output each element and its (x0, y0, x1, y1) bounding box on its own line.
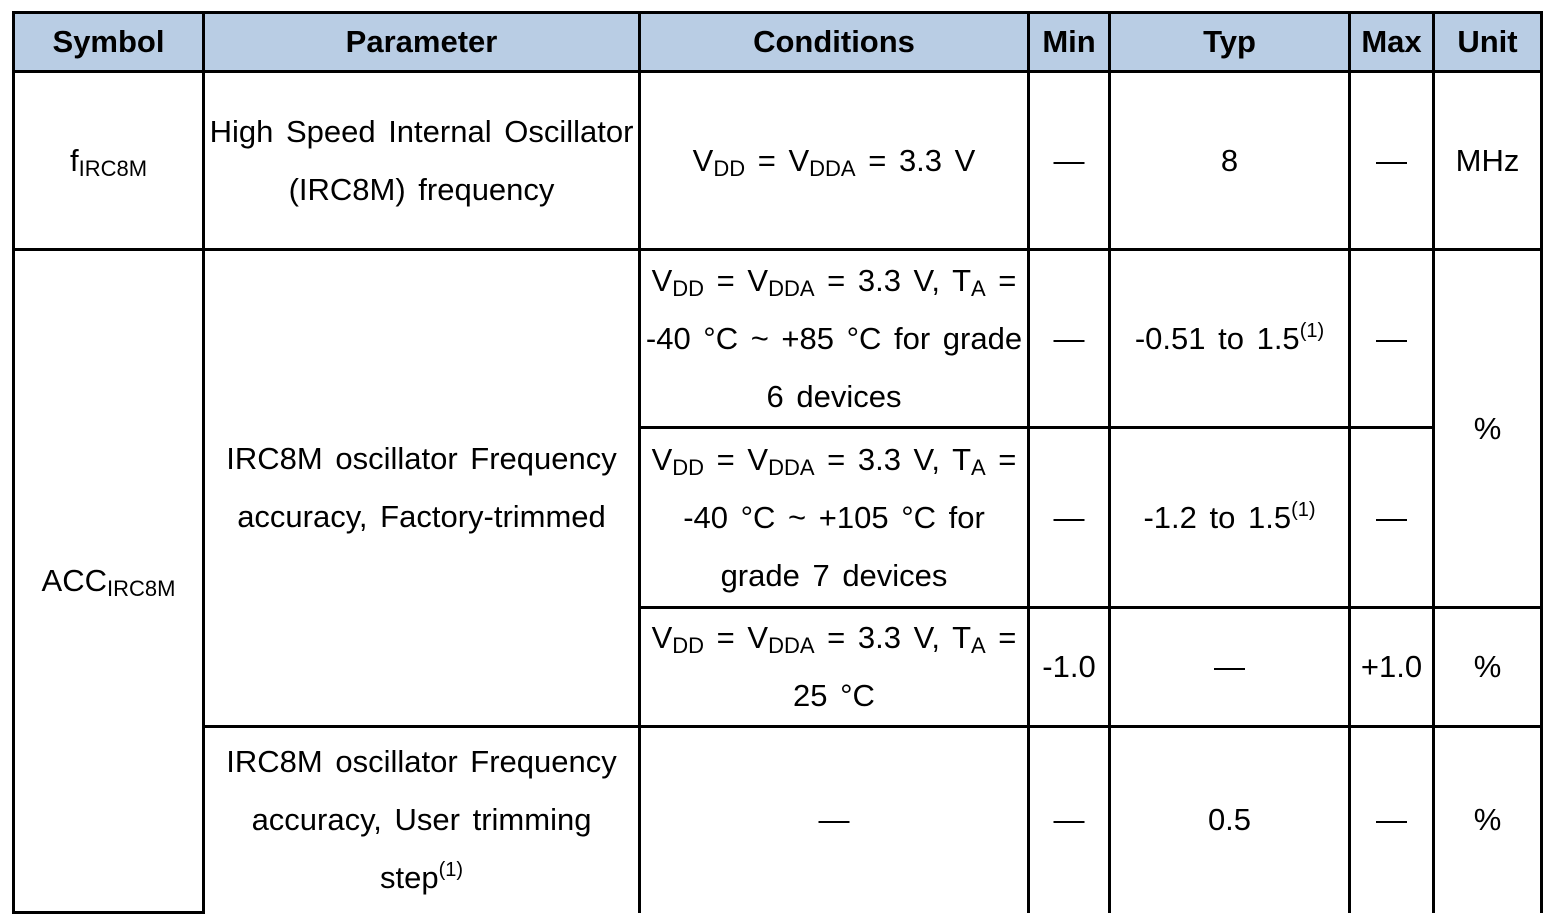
header-row: Symbol Parameter Conditions Min Typ Max … (12, 11, 1543, 73)
cond-eq: = V (704, 441, 769, 477)
cond-sub-dda: DDA (809, 155, 856, 181)
symbol-subscript: IRC8M (78, 155, 148, 181)
cond-sub-dda: DDA (768, 633, 815, 658)
cond-rest: = 3.3 V (855, 142, 976, 178)
cond-vrest: = 3.3 V, (814, 441, 940, 477)
footnote-ref: (1) (438, 859, 464, 882)
conditions-cell: VDD = VDDA = 3.3 V, TA = -40 °C ~ +105 °… (638, 426, 1030, 609)
parameter-cell: IRC8M oscillator Frequency accuracy, Fac… (202, 248, 641, 728)
typ-cell: -1.2 to 1.5(1) (1108, 426, 1351, 609)
cond-v: V (651, 262, 673, 298)
unit-cell: % (1432, 725, 1543, 913)
unit-cell: % (1432, 606, 1543, 728)
min-cell: -1.0 (1027, 606, 1111, 728)
typ-value: -1.2 to 1.5 (1143, 499, 1292, 535)
parameter-cell: High Speed Internal Oscillator (IRC8M) f… (202, 70, 641, 251)
max-cell: — (1348, 70, 1435, 251)
min-cell: — (1027, 248, 1111, 429)
header-conditions: Conditions (638, 11, 1030, 73)
typ-cell: 8 (1108, 70, 1351, 251)
cond-trest: = -40 °C ~ +105 °C for grade 7 devices (683, 441, 1017, 593)
cond-sub-dd: DD (672, 454, 705, 480)
cond-v: V (651, 620, 673, 655)
cond-eq: = V (704, 262, 769, 298)
cond-vrest: = 3.3 V, T (814, 620, 971, 655)
cond-sub-dd: DD (713, 155, 746, 181)
max-cell: — (1348, 725, 1435, 913)
specification-table: Symbol Parameter Conditions Min Typ Max … (12, 11, 1543, 914)
cond-sub-a: A (971, 275, 986, 301)
symbol-accirc8m: ACCIRC8M (12, 248, 205, 914)
cond-t: T (952, 441, 971, 477)
header-max: Max (1348, 11, 1435, 73)
header-symbol: Symbol (12, 11, 205, 73)
cond-trest: = 25 °C (793, 620, 1017, 713)
min-cell: — (1027, 725, 1111, 913)
cond-sub-a: A (971, 454, 986, 480)
parameter-text: IRC8M oscillator Frequency accuracy, Use… (226, 744, 617, 896)
cond-vrest: = 3.3 V, (814, 262, 940, 298)
footnote-ref: (1) (1291, 498, 1316, 521)
table-row: VDD = VDDA = 3.3 V, TA = -40 °C ~ +105 °… (14, 426, 1542, 609)
typ-value: -0.51 to 1.5 (1134, 320, 1300, 356)
symbol-subscript: IRC8M (107, 576, 176, 601)
cond-trest: = -40 °C ~ +85 °C for grade 6 devices (645, 262, 1023, 414)
cond-sub-a: A (971, 633, 986, 658)
unit-cell: % (1432, 248, 1543, 609)
typ-cell: — (1108, 606, 1351, 728)
table-row: fIRC8M High Speed Internal Oscillator (I… (12, 70, 1543, 251)
parameter-cell: IRC8M oscillator Frequency accuracy, Use… (202, 725, 641, 913)
cond-sub-dda: DDA (768, 454, 815, 480)
header-unit: Unit (1432, 11, 1543, 73)
cond-sub-dd: DD (672, 275, 705, 301)
typ-cell: 0.5 (1108, 725, 1351, 913)
footnote-ref: (1) (1299, 319, 1325, 342)
cond-t: T (952, 262, 971, 298)
table-row: IRC8M oscillator Frequency accuracy, Use… (14, 725, 1543, 913)
symbol-main: ACC (41, 563, 107, 598)
table-row: ACCIRC8M IRC8M oscillator Frequency accu… (12, 248, 1543, 914)
typ-cell: -0.51 to 1.5(1) (1108, 248, 1351, 429)
min-cell: — (1027, 426, 1111, 609)
header-parameter: Parameter (202, 11, 641, 73)
conditions-cell: VDD = VDDA = 3.3 V, TA = 25 °C (638, 606, 1030, 728)
min-cell: — (1027, 70, 1111, 251)
cond-eq: = V (704, 620, 769, 655)
max-cell: — (1348, 426, 1435, 609)
conditions-cell: — (638, 725, 1030, 913)
conditions-cell: VDD = VDDA = 3.3 V, TA = -40 °C ~ +85 °C… (638, 248, 1030, 429)
cond-v: V (692, 142, 714, 178)
max-cell: — (1348, 248, 1435, 429)
symbol-firc8m: fIRC8M (12, 70, 205, 251)
header-typ: Typ (1108, 11, 1351, 73)
max-cell: +1.0 (1348, 606, 1435, 728)
cond-sub-dd: DD (672, 633, 705, 658)
conditions-cell: VDD = VDDA = 3.3 V (638, 70, 1030, 251)
table-row: VDD = VDDA = 3.3 V, TA = 25 °C -1.0 — +1… (14, 606, 1543, 728)
cond-v: V (651, 441, 673, 477)
cond-eq: = V (745, 142, 810, 178)
symbol-main: f (69, 142, 79, 178)
header-min: Min (1027, 11, 1111, 73)
unit-cell: MHz (1432, 70, 1543, 251)
cond-sub-dda: DDA (768, 275, 815, 301)
